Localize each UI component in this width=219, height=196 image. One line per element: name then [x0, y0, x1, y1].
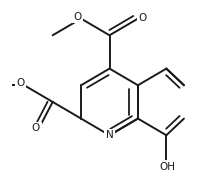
Text: O: O — [73, 12, 81, 22]
Text: N: N — [106, 130, 113, 140]
Text: OH: OH — [159, 162, 175, 172]
Text: O: O — [16, 78, 25, 88]
Text: O: O — [32, 123, 40, 133]
Text: O: O — [139, 13, 147, 23]
